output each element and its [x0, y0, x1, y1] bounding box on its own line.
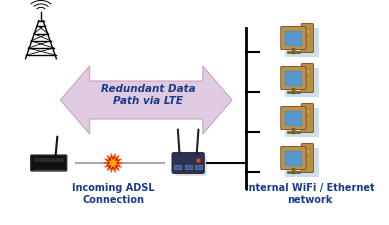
FancyBboxPatch shape	[301, 23, 314, 52]
FancyBboxPatch shape	[304, 29, 310, 34]
FancyBboxPatch shape	[285, 110, 302, 126]
Text: Incoming ADSL
Connection: Incoming ADSL Connection	[72, 183, 154, 205]
FancyBboxPatch shape	[281, 27, 306, 50]
FancyBboxPatch shape	[286, 68, 319, 97]
FancyBboxPatch shape	[285, 151, 302, 166]
Text: Internal WiFi / Ethernet
network: Internal WiFi / Ethernet network	[245, 183, 375, 205]
FancyBboxPatch shape	[304, 117, 310, 121]
FancyBboxPatch shape	[286, 108, 319, 137]
Text: Redundant Data
Path via LTE: Redundant Data Path via LTE	[101, 84, 196, 106]
FancyBboxPatch shape	[301, 104, 314, 133]
FancyBboxPatch shape	[286, 28, 319, 57]
FancyBboxPatch shape	[172, 153, 204, 173]
FancyBboxPatch shape	[174, 165, 181, 169]
FancyBboxPatch shape	[285, 31, 302, 45]
FancyBboxPatch shape	[301, 63, 314, 92]
FancyBboxPatch shape	[185, 165, 191, 169]
Polygon shape	[60, 66, 232, 134]
FancyBboxPatch shape	[175, 156, 207, 176]
Polygon shape	[103, 154, 123, 172]
FancyBboxPatch shape	[304, 157, 310, 161]
FancyBboxPatch shape	[285, 70, 302, 86]
FancyBboxPatch shape	[304, 76, 310, 81]
FancyBboxPatch shape	[304, 109, 310, 113]
Polygon shape	[107, 157, 119, 169]
FancyBboxPatch shape	[304, 69, 310, 74]
FancyBboxPatch shape	[304, 36, 310, 41]
FancyBboxPatch shape	[281, 146, 306, 169]
FancyBboxPatch shape	[301, 144, 314, 173]
FancyBboxPatch shape	[281, 67, 306, 90]
FancyBboxPatch shape	[286, 148, 319, 177]
FancyBboxPatch shape	[33, 158, 64, 162]
FancyBboxPatch shape	[31, 155, 67, 171]
FancyBboxPatch shape	[304, 149, 310, 153]
FancyBboxPatch shape	[281, 106, 306, 130]
FancyBboxPatch shape	[195, 165, 202, 169]
